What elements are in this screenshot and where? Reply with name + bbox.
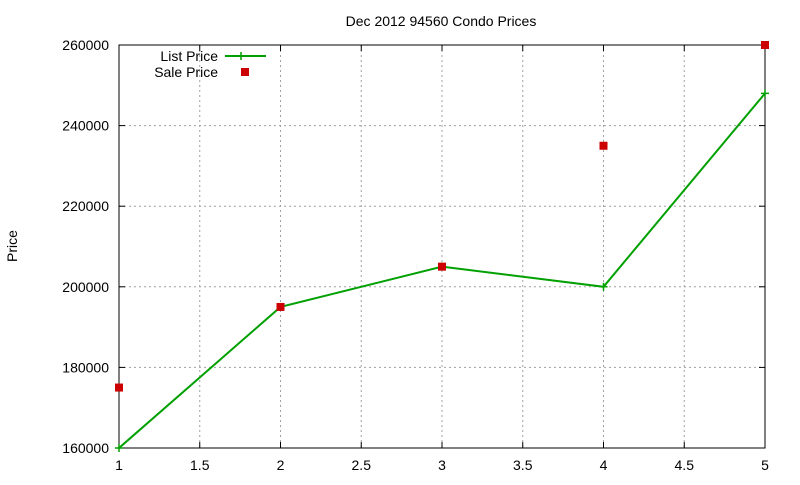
- y-axis-label: Price: [4, 230, 20, 262]
- point-list-price: [761, 89, 769, 98]
- x-tick-label: 4: [600, 457, 608, 473]
- x-tick-label: 3.5: [513, 457, 533, 473]
- ticks: 1 1.5 2 2.5 3 3.5 4 4.5 5 160000 180000 200000 22000…: [62, 37, 769, 473]
- x-tick-label: 4.5: [675, 457, 695, 473]
- plot-frame: [118, 44, 766, 449]
- series: [115, 41, 769, 452]
- x-tick-label: 5: [761, 457, 769, 473]
- x-tick-label: 1.5: [190, 457, 210, 473]
- x-tick-label: 2.5: [352, 457, 372, 473]
- y-tick-label: 220000: [62, 198, 109, 214]
- point-sale-price: [438, 262, 446, 271]
- legend-marker-sale-price: [241, 68, 249, 76]
- y-tick-label: 260000: [62, 37, 109, 53]
- point-sale-price: [761, 41, 769, 49]
- legend: List Price Sale Price: [154, 48, 266, 80]
- point-sale-price: [276, 302, 285, 311]
- point-list-price: [115, 444, 123, 452]
- y-tick-label: 240000: [62, 118, 109, 134]
- x-tick-label: 3: [438, 457, 446, 473]
- y-tick-label: 180000: [62, 359, 109, 375]
- y-tick-label: 200000: [62, 279, 109, 295]
- x-tick-label: 2: [277, 457, 285, 473]
- y-tick-label: 160000: [62, 440, 109, 456]
- point-sale-price: [115, 383, 123, 392]
- legend-label-list-price: List Price: [160, 48, 218, 64]
- point-sale-price: [599, 141, 608, 150]
- chart-title: Dec 2012 94560 Condo Prices: [346, 13, 537, 29]
- legend-label-sale-price: Sale Price: [154, 64, 218, 80]
- legend-marker-list-price: [237, 52, 245, 60]
- x-tick-label: 1: [115, 457, 123, 473]
- point-list-price: [599, 282, 608, 291]
- grid: [119, 45, 765, 448]
